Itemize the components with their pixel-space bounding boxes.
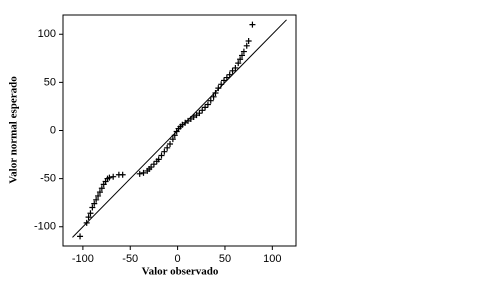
data-point bbox=[207, 97, 214, 104]
data-point bbox=[171, 132, 178, 139]
y-tick-label: 0 bbox=[50, 124, 56, 136]
data-point bbox=[140, 169, 147, 176]
data-point bbox=[199, 107, 206, 114]
data-point bbox=[148, 164, 155, 171]
data-point bbox=[221, 77, 228, 84]
data-point bbox=[91, 200, 98, 207]
data-point bbox=[119, 171, 126, 178]
data-point bbox=[89, 204, 96, 211]
data-point bbox=[239, 52, 246, 59]
y-axis-title: Valor normal esperado bbox=[8, 76, 20, 184]
x-tick-label: 50 bbox=[219, 253, 231, 265]
data-point bbox=[83, 219, 90, 226]
data-point bbox=[161, 148, 168, 155]
data-point bbox=[110, 173, 117, 180]
data-point bbox=[85, 214, 92, 221]
data-point bbox=[93, 196, 100, 203]
data-point bbox=[196, 110, 203, 117]
data-point bbox=[202, 104, 209, 111]
data-point bbox=[95, 192, 102, 199]
data-point bbox=[164, 144, 171, 151]
x-tick-label: 0 bbox=[175, 253, 181, 265]
x-tick-label: -50 bbox=[122, 253, 138, 265]
data-point bbox=[210, 93, 217, 100]
data-point bbox=[235, 60, 242, 67]
data-point bbox=[237, 56, 244, 63]
data-point bbox=[167, 140, 174, 147]
data-point bbox=[215, 85, 222, 92]
y-tick-label: -100 bbox=[34, 221, 56, 233]
data-point bbox=[106, 174, 113, 181]
data-point bbox=[98, 185, 105, 192]
y-tick-label: -50 bbox=[40, 173, 56, 185]
data-point bbox=[245, 37, 252, 44]
x-axis-title: Valor observado bbox=[142, 266, 219, 278]
data-point bbox=[243, 42, 250, 49]
data-point bbox=[232, 64, 239, 71]
x-tick-label: 100 bbox=[263, 253, 281, 265]
data-point bbox=[158, 152, 165, 159]
data-point bbox=[249, 21, 256, 28]
data-point bbox=[223, 74, 230, 81]
data-point bbox=[96, 189, 103, 196]
data-point bbox=[229, 67, 236, 74]
data-point bbox=[136, 170, 143, 177]
data-point bbox=[218, 81, 225, 88]
data-point bbox=[150, 161, 157, 168]
data-point bbox=[169, 136, 176, 143]
data-point bbox=[87, 210, 94, 217]
data-point bbox=[212, 89, 219, 96]
data-point bbox=[226, 71, 233, 78]
data-point bbox=[77, 233, 84, 240]
data-point bbox=[204, 101, 211, 108]
data-point bbox=[240, 48, 247, 55]
data-point bbox=[155, 156, 162, 163]
y-tick-label: 50 bbox=[44, 76, 56, 88]
x-tick-label: -100 bbox=[72, 253, 94, 265]
y-tick-label: 100 bbox=[38, 28, 56, 40]
